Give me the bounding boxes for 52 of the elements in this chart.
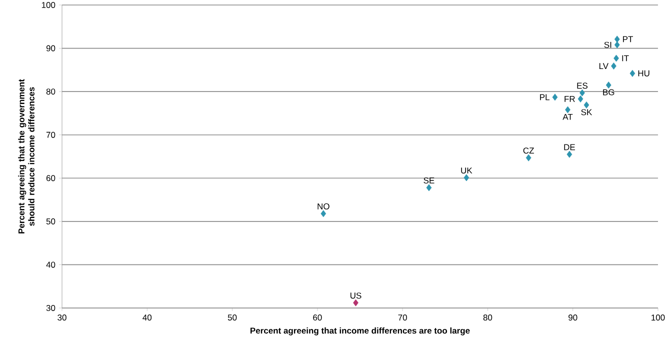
- annotation: ES: [577, 82, 588, 89]
- annotation: AT: [562, 114, 573, 120]
- annotation: SK: [581, 109, 592, 116]
- x-tick-label: 100: [652, 314, 665, 321]
- x-tick-label: 80: [483, 314, 492, 321]
- annotation: HU: [638, 70, 650, 76]
- annotation: PL: [540, 94, 550, 100]
- annotation: BG: [603, 89, 614, 96]
- point: [426, 184, 432, 192]
- point: [606, 82, 612, 89]
- point: [614, 54, 619, 62]
- point: [566, 150, 572, 158]
- point: [578, 95, 584, 102]
- annotation: LV: [599, 63, 608, 69]
- annotation: US: [350, 292, 362, 299]
- annotation: CZ: [523, 148, 534, 154]
- y-tick-label: 70: [46, 132, 56, 138]
- point: [630, 70, 636, 77]
- y-axis-title: Percent agreeing that the government should reduce income differences: [18, 79, 34, 234]
- annotation: IT: [622, 55, 629, 62]
- x-axis-title: Percent agreeing that income differences are too large: [250, 327, 470, 336]
- x-tick-label: 40: [142, 314, 152, 321]
- point: [584, 101, 590, 108]
- y-tick-label: 60: [46, 175, 56, 182]
- x-tick-label: 70: [398, 314, 407, 321]
- point: [526, 154, 532, 162]
- y-tick-label: 90: [46, 45, 56, 52]
- annotation: DE: [564, 144, 575, 150]
- y-tick-label: 80: [46, 88, 56, 95]
- point: [353, 299, 358, 306]
- point: [611, 62, 616, 70]
- point: [614, 36, 620, 43]
- annotation: FR: [564, 96, 575, 102]
- y-tick-label: 50: [46, 218, 56, 224]
- x-tick-label: 30: [58, 314, 66, 321]
- point: [565, 106, 570, 114]
- y-tick-label: 30: [46, 304, 56, 311]
- annotation: SI: [604, 42, 612, 48]
- x-tick-label: 60: [313, 314, 322, 321]
- x-tick-label: 50: [228, 314, 237, 321]
- point: [552, 94, 558, 101]
- annotation: NO: [318, 203, 330, 210]
- annotation: UK: [461, 168, 472, 174]
- point: [464, 174, 470, 182]
- x-tick-label: 90: [568, 314, 578, 321]
- point: [580, 89, 585, 96]
- y-tick-label: 100: [42, 2, 56, 8]
- point: [614, 41, 620, 48]
- annotation: SE: [424, 177, 434, 184]
- point: [320, 210, 326, 218]
- y-tick-label: 40: [46, 262, 56, 268]
- annotation: PT: [623, 36, 633, 42]
